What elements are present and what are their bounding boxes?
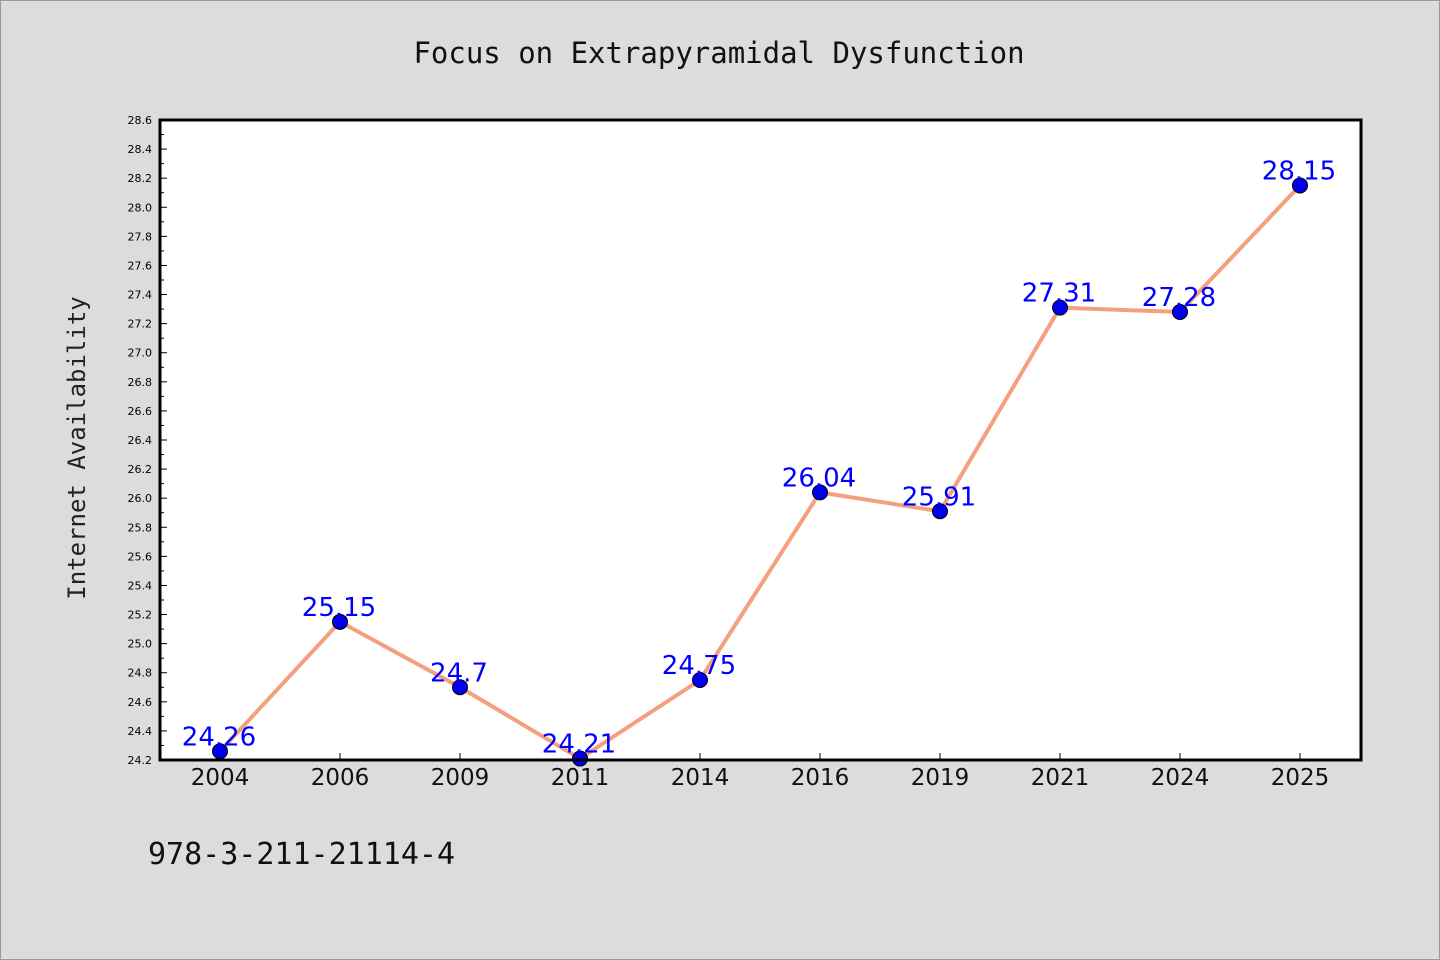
y-tick-label: 27.2 [128,318,153,331]
data-point [1052,299,1068,316]
data-label: 27.28 [1142,283,1216,313]
data-point [1292,177,1308,194]
data-point [332,613,348,630]
footer-code: 978-3-211-21114-4 [148,837,455,872]
plot-frame [158,118,1363,762]
y-tick-label: 26.8 [128,376,153,389]
data-point [692,672,708,688]
y-tick-label: 24.6 [128,696,153,709]
x-tick-label: 2019 [911,765,970,791]
y-tick-label: 24.8 [128,667,153,680]
data-label: 28.15 [1262,156,1336,186]
x-tick-label: 2004 [191,765,250,791]
plot-area [160,120,1361,760]
y-tick-label: 24.4 [128,725,153,738]
y-axis-label: Internet Availability [63,296,91,599]
series-line [218,184,1302,761]
x-tick-label: 2014 [671,765,730,791]
y-tick-label: 28.6 [128,114,153,127]
y-tick-label: 26.0 [128,492,153,505]
data-point [932,503,948,520]
x-tick-label: 2011 [551,765,610,791]
chart-title: Focus on Extrapyramidal Dysfunction [413,36,1024,70]
data-label: 24.21 [542,730,616,760]
data-label: 24.7 [430,658,488,688]
x-tick-label: 2024 [1151,765,1210,791]
y-tick-label: 28.0 [128,201,153,214]
data-label: 25.15 [302,593,376,623]
y-tick-label: 25.4 [128,579,153,592]
data-label: 25.91 [902,482,976,512]
y-tick-label: 26.4 [128,434,153,447]
x-tick-label: 2016 [791,765,850,791]
y-tick-label: 25.0 [128,638,153,651]
data-point [452,679,468,696]
y-tick-label: 28.4 [128,143,153,156]
y-tick-label: 27.4 [128,289,153,302]
data-point [1172,304,1188,320]
data-label: 24.75 [662,651,736,681]
y-tick-label: 26.2 [128,463,153,476]
y-tick-label: 27.6 [128,259,153,272]
y-tick-label: 25.6 [128,550,153,563]
y-tick-label: 28.2 [128,172,153,185]
y-tick-label: 25.8 [128,521,153,534]
x-tick-label: 2025 [1271,765,1330,791]
y-tick-label: 27.0 [128,347,153,360]
data-label: 24.26 [182,722,256,752]
y-tick-label: 25.2 [128,609,153,622]
x-axis: 2004 2006 2009 2011 2014 2016 2019 2021 2024 2025 [191,753,1330,791]
y-tick-label: 26.6 [128,405,153,418]
data-point [812,484,828,501]
x-tick-label: 2021 [1031,765,1090,791]
y-tick-label: 24.2 [128,754,153,767]
y-axis: 24.2 24.4 24.6 24.8 25.0 25.2 25.4 25.6 25.8 26.0… [128,114,167,767]
x-tick-label: 2009 [431,765,490,791]
data-label: 27.31 [1022,279,1096,309]
y-tick-label: 27.8 [128,230,153,243]
data-label: 26.04 [782,463,856,493]
x-tick-label: 2006 [311,765,370,791]
